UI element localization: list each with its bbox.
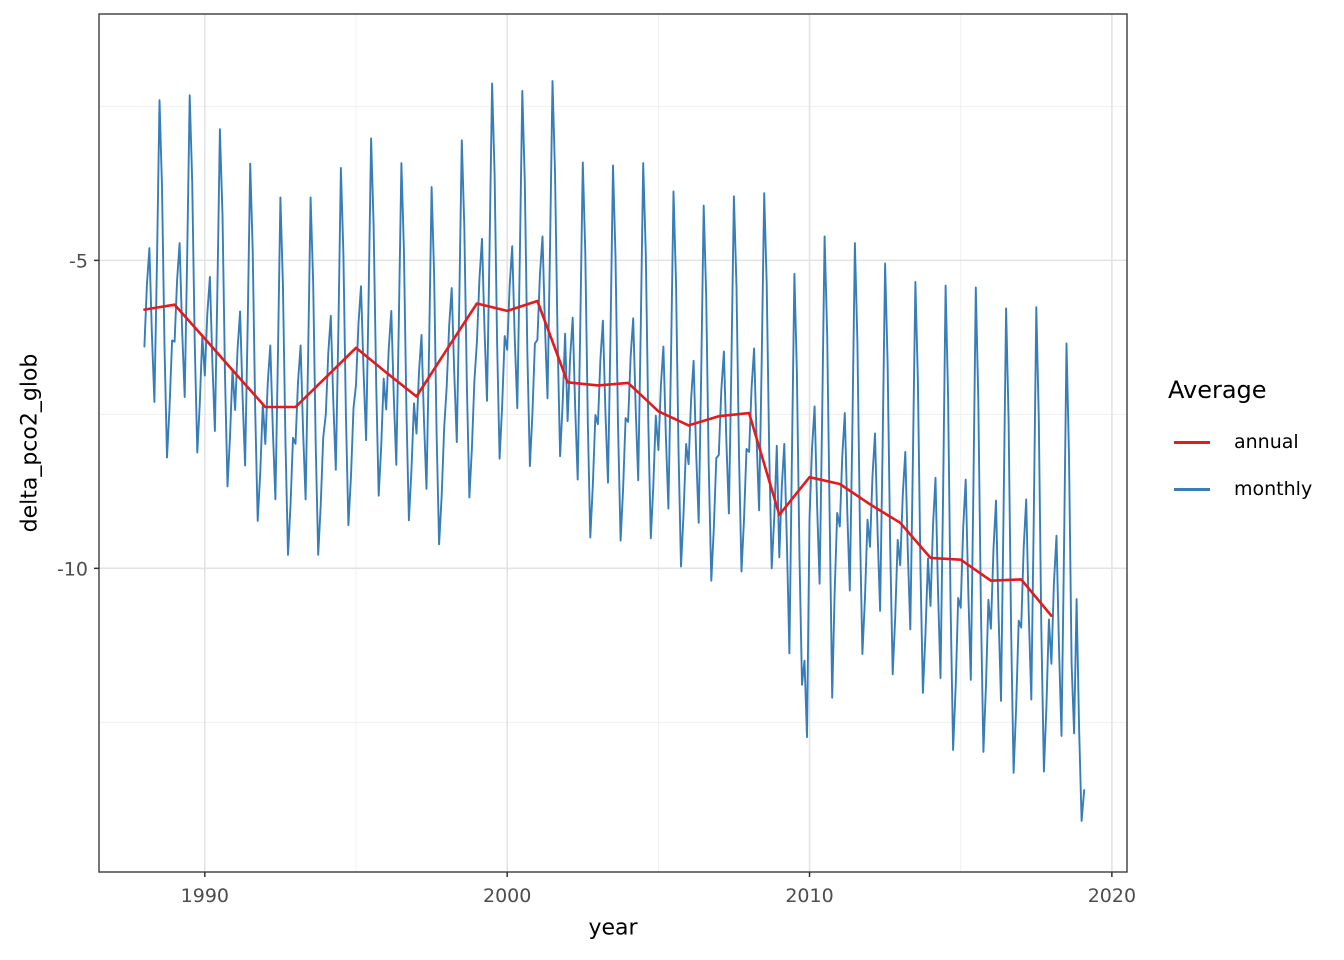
monthly-line xyxy=(143,80,1086,822)
x-axis-title: year xyxy=(588,915,638,941)
plot-panel xyxy=(99,14,1127,872)
x-tick-label: 1990 xyxy=(181,885,229,907)
x-tick-label: 2000 xyxy=(483,885,531,907)
legend-label-monthly: monthly xyxy=(1234,478,1313,500)
legend-title: Average xyxy=(1168,376,1267,404)
legend: Average annual monthly xyxy=(1168,376,1312,522)
y-tick-label: -5 xyxy=(69,250,88,272)
y-tick-label: -10 xyxy=(57,558,88,580)
legend-item-annual: annual xyxy=(1168,428,1312,456)
monthly-line-key-icon xyxy=(1174,487,1210,491)
y-axis-title: delta_pco2_glob xyxy=(17,353,43,533)
legend-item-monthly: monthly xyxy=(1168,475,1312,503)
x-tick-label: 2010 xyxy=(785,885,833,907)
annual-line-key-icon xyxy=(1174,440,1210,444)
legend-label-annual: annual xyxy=(1234,431,1299,453)
panel-border xyxy=(98,13,1128,873)
annual-line xyxy=(143,299,1053,618)
x-tick-label: 2020 xyxy=(1088,885,1136,907)
